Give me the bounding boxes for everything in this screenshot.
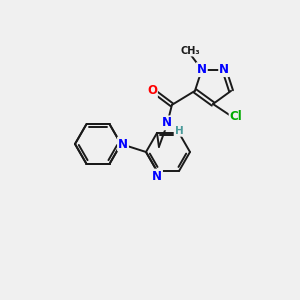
Text: N: N (118, 137, 128, 151)
Text: O: O (147, 84, 157, 98)
Text: N: N (219, 63, 229, 76)
Text: N: N (162, 116, 172, 129)
Text: N: N (152, 169, 162, 183)
Text: N: N (197, 63, 207, 76)
Text: H: H (175, 126, 183, 136)
Text: Cl: Cl (230, 110, 242, 122)
Text: CH₃: CH₃ (180, 46, 200, 56)
